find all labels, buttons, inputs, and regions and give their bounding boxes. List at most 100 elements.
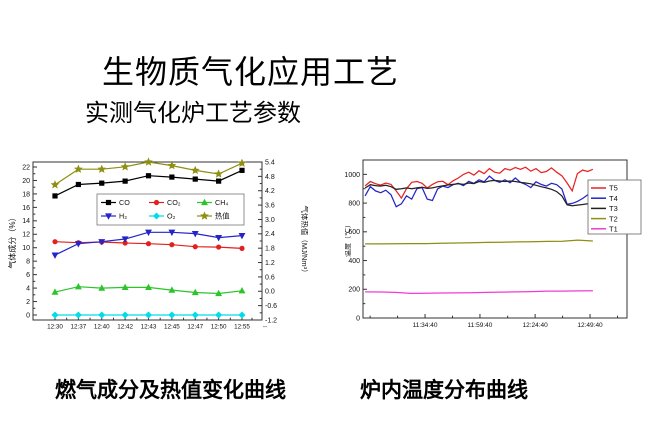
tick-label: 12:55 xyxy=(234,324,250,331)
marker-star xyxy=(74,164,83,173)
marker-diamond xyxy=(152,212,161,220)
tick-label: 6 xyxy=(26,272,30,279)
marker-diamond xyxy=(98,311,106,319)
tick-label: 200 xyxy=(348,287,360,294)
tick-label: 3.6 xyxy=(265,202,275,209)
tick-label: 1000 xyxy=(345,172,360,179)
marker-triangle-up xyxy=(215,289,223,297)
marker-circle xyxy=(169,242,175,248)
marker-triangle-up xyxy=(51,288,59,295)
tick-label: 0.0 xyxy=(265,289,275,296)
marker-square xyxy=(216,178,222,184)
marker-star xyxy=(144,157,153,166)
y-axis-right-label: 气体热值（MJ/Nm³） xyxy=(300,205,308,276)
marker-square xyxy=(122,178,128,184)
tick-label: 12:40 xyxy=(94,324,110,331)
gas-chart-caption: 燃气成分及热值变化曲线 xyxy=(55,379,286,402)
marker-triangle-down xyxy=(98,239,106,246)
marker-diamond xyxy=(121,311,129,319)
marker-triangle-down xyxy=(238,233,246,240)
legend-label-T5: T5 xyxy=(609,184,618,193)
tick-label: 12:30 xyxy=(47,324,63,331)
slide-subtitle: 实测气化炉工艺参数 xyxy=(85,100,301,127)
marker-triangle-up xyxy=(74,282,82,290)
marker-triangle-up xyxy=(168,286,176,293)
tick-label: 12:43 xyxy=(141,324,157,331)
tick-label: 14 xyxy=(22,218,30,225)
temperature-chart-caption: 炉内温度分布曲线 xyxy=(360,379,528,402)
gas-composition-chart-svg: 0 2 4 6 8 10 12 14 16 18 20 22 -1.2 -0.6 0.0 0.6 1.2 1.8 2… xyxy=(8,157,308,331)
series-T1 xyxy=(365,290,593,295)
furnace-temperature-chart: 0 200 400 600 800 1000 11:34:40 11:59:40 12:24:4… xyxy=(345,152,645,335)
legend-label-T2: T2 xyxy=(609,214,618,223)
marker-triangle-up xyxy=(145,283,152,291)
marker-diamond xyxy=(51,311,59,319)
marker-triangle-down xyxy=(51,252,59,259)
legend-label-热值: 热值 xyxy=(215,212,229,221)
marker-star xyxy=(97,164,107,173)
marker-triangle-down xyxy=(215,235,223,242)
series-T4 xyxy=(364,175,594,208)
tick-label: 8 xyxy=(26,259,30,266)
marker-circle xyxy=(216,244,222,250)
marker-square xyxy=(145,173,152,179)
tick-label: 12:47 xyxy=(187,324,203,331)
marker-star xyxy=(120,162,130,171)
plot-frame xyxy=(362,159,628,319)
tick-label: -- xyxy=(263,324,267,331)
marker-circle xyxy=(52,239,58,245)
tick-label: 12 xyxy=(22,232,30,239)
marker-diamond xyxy=(74,311,82,319)
legend-label-T4: T4 xyxy=(609,194,618,203)
tick-label: 2 xyxy=(26,299,30,306)
marker-diamond xyxy=(215,311,223,319)
tick-label: 3.0 xyxy=(265,217,275,224)
marker-star xyxy=(214,169,223,178)
tick-label: 18 xyxy=(22,191,30,198)
tick-label: 12:42 xyxy=(117,324,133,331)
marker-triangle-down xyxy=(105,213,112,220)
marker-circle xyxy=(153,199,160,206)
legend-label-H₂: H₂ xyxy=(119,212,127,221)
tick-label: 12:37 xyxy=(70,324,86,331)
tick-label: 12:24:40 xyxy=(522,322,548,329)
series-T5 xyxy=(364,166,594,200)
legend-label-T1: T1 xyxy=(609,225,618,234)
marker-triangle-down xyxy=(121,236,129,243)
tick-label: 22 xyxy=(22,164,30,171)
marker-square xyxy=(52,193,58,199)
marker-star xyxy=(50,180,60,189)
marker-circle xyxy=(145,241,152,247)
tick-label: 11:34:40 xyxy=(413,322,438,329)
marker-triangle-up xyxy=(238,287,246,294)
tick-label: 12:50 xyxy=(211,324,227,331)
marker-square xyxy=(169,174,175,180)
marker-triangle-up xyxy=(191,288,199,296)
marker-diamond xyxy=(191,311,199,319)
marker-square xyxy=(99,180,105,186)
marker-triangle-down xyxy=(168,229,176,237)
tick-label: 0.6 xyxy=(265,274,275,281)
marker-circle xyxy=(192,244,198,250)
marker-diamond xyxy=(144,311,153,319)
tick-label: 20 xyxy=(22,178,30,185)
marker-star xyxy=(167,161,177,170)
marker-triangle-down xyxy=(74,241,82,248)
furnace-temperature-chart-svg: 0 200 400 600 800 1000 11:34:40 11:59:40 12:24:4… xyxy=(345,159,642,329)
marker-square xyxy=(105,199,112,206)
tick-label: 600 xyxy=(348,229,360,236)
tick-label: 400 xyxy=(348,258,360,265)
marker-star xyxy=(190,165,200,175)
legend-label-CO: CO xyxy=(119,198,130,207)
marker-square xyxy=(192,176,198,182)
tick-label: 4.2 xyxy=(265,188,275,195)
tick-label: 11:59:40 xyxy=(468,322,493,329)
y-axis-label: 温度（℃） xyxy=(345,221,352,257)
page-title: 生物质气化应用工艺 xyxy=(102,54,400,91)
legend-label-T3: T3 xyxy=(609,204,618,213)
legend-label-CH₄: CH₄ xyxy=(215,198,228,207)
legend-box xyxy=(96,193,245,226)
axes xyxy=(32,161,263,321)
